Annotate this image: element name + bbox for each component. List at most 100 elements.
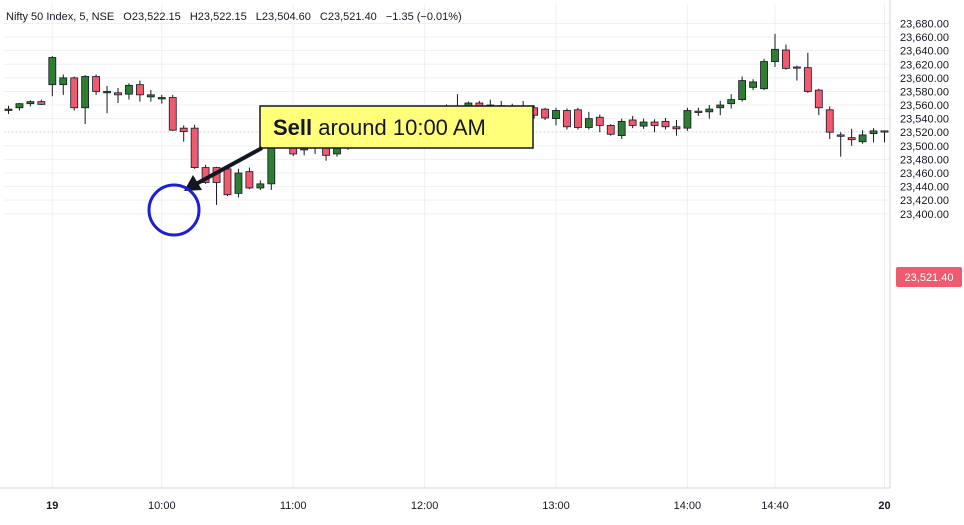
candle-body	[716, 104, 725, 109]
candle-body	[541, 108, 549, 119]
candle-body	[48, 57, 57, 86]
candle-up	[738, 76, 747, 102]
candle-body	[125, 84, 133, 95]
candle-up	[48, 56, 57, 97]
header-low: L23,504.60	[256, 11, 311, 23]
x-tick-label: 11:00	[280, 500, 307, 512]
y-tick-label: 23,600.00	[900, 73, 949, 85]
candle-up	[858, 130, 867, 144]
candle-down	[190, 124, 199, 169]
candle-body	[639, 121, 648, 127]
candle-up	[705, 105, 714, 119]
grid	[4, 4, 890, 488]
candle-body	[146, 94, 155, 98]
candle-up	[760, 58, 768, 91]
y-tick-label: 23,580.00	[900, 86, 949, 98]
x-tick-label: 13:00	[542, 500, 570, 512]
candle-body	[782, 49, 790, 69]
candle-up	[716, 100, 725, 116]
candle-down	[179, 125, 188, 142]
callout-box	[259, 105, 534, 149]
candle-down	[114, 88, 122, 104]
candle-up	[256, 180, 265, 190]
sell-annotation: Sell around 10:00 AM	[147, 105, 534, 237]
candle-body	[727, 99, 736, 105]
candle-body	[803, 67, 812, 92]
candle-up	[26, 100, 35, 107]
candle-up	[639, 118, 648, 129]
y-tick-label: 23,680.00	[900, 19, 949, 31]
candle-down	[595, 114, 604, 133]
last-price-tag: 23,521.40	[896, 267, 962, 287]
price-tag-text: 23,521.40	[905, 272, 954, 284]
y-tick-label: 23,560.00	[900, 100, 949, 112]
x-tick-label: 10:00	[148, 500, 176, 512]
candle-down	[782, 44, 790, 70]
candle-body	[245, 171, 254, 189]
candle-body	[760, 61, 768, 90]
y-tick-label: 23,400.00	[900, 209, 949, 221]
callout-arrow-shaft	[195, 146, 263, 186]
candle-body	[114, 92, 122, 96]
sell-highlight-circle	[147, 183, 201, 237]
candle-body	[135, 84, 144, 96]
y-tick-label: 23,640.00	[900, 46, 949, 58]
candle-up	[727, 94, 736, 109]
callout-arrow-head	[184, 175, 202, 191]
candle-body	[814, 89, 823, 109]
candle-body	[59, 77, 68, 86]
candle-down	[541, 107, 549, 120]
candle-body	[256, 183, 265, 189]
candle-up	[146, 90, 155, 102]
candle-body	[793, 66, 801, 69]
candle-body	[81, 76, 90, 109]
candle-down	[825, 106, 834, 140]
candles	[4, 33, 889, 205]
candle-down	[672, 119, 681, 136]
x-tick-label: 19	[46, 500, 58, 512]
callout-text: Sell around 10:00 AM	[273, 115, 486, 140]
candle-up	[125, 83, 133, 100]
y-tick-label: 23,460.00	[900, 168, 949, 180]
chart-header: Nifty 50 Index, 5, NSE O23,522.15 H23,52…	[6, 11, 462, 23]
candle-body	[552, 110, 560, 120]
candle-down	[628, 115, 637, 129]
candle-down	[37, 99, 46, 106]
candle-up	[81, 75, 90, 125]
candle-down	[168, 94, 177, 131]
candle-down	[793, 65, 801, 81]
x-tick-label: 20	[878, 500, 890, 512]
candle-down	[223, 166, 232, 197]
candle-body	[628, 119, 637, 126]
candle-body	[771, 48, 779, 62]
candle-body	[738, 80, 747, 101]
candle-body	[103, 91, 111, 94]
candle-up	[157, 94, 166, 104]
candle-body	[4, 108, 13, 111]
candle-body	[37, 101, 46, 105]
candle-up	[234, 168, 243, 198]
candle-body	[880, 130, 889, 133]
x-tick-label: 14:40	[761, 500, 789, 512]
candle-body	[683, 110, 692, 129]
candle-body	[694, 110, 703, 113]
candle-up	[617, 118, 626, 140]
y-tick-label: 23,500.00	[900, 141, 949, 153]
candle-up	[771, 33, 779, 67]
candle-up	[15, 103, 24, 111]
candle-down	[135, 80, 144, 102]
candle-body	[15, 103, 24, 109]
candle-down	[836, 132, 845, 157]
candle-down	[803, 52, 812, 93]
candle-body	[869, 130, 878, 134]
candle-body	[606, 125, 615, 135]
candle-body	[847, 137, 856, 141]
candle-body	[574, 109, 582, 128]
y-tick-label: 23,540.00	[900, 114, 949, 126]
candle-body	[595, 116, 604, 126]
y-tick-label: 23,620.00	[900, 59, 949, 71]
candle-down	[650, 119, 659, 133]
candle-body	[650, 121, 659, 126]
